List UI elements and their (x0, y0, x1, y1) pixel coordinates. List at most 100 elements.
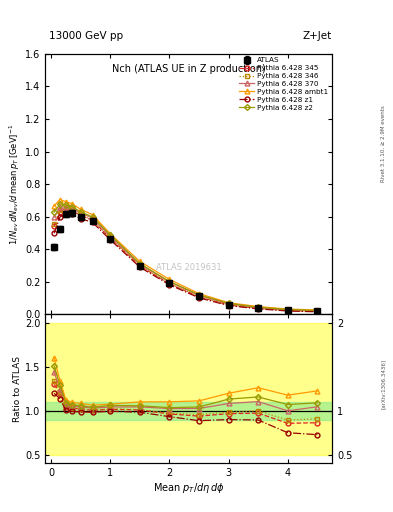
Pythia 6.428 z2 (285, 307, 290, 313)
Pythia 6.428 ambt1 (226, 300, 231, 306)
Pythia 6.428 z1 (226, 303, 231, 309)
Text: 13000 GeV pp: 13000 GeV pp (49, 31, 123, 41)
Pythia 6.428 370 (78, 210, 83, 216)
Pythia 6.428 370 (64, 204, 68, 210)
Y-axis label: Ratio to ATLAS: Ratio to ATLAS (13, 356, 22, 422)
Pythia 6.428 370 (196, 292, 201, 298)
Pythia 6.428 ambt1 (70, 201, 74, 207)
Pythia 6.428 ambt1 (108, 231, 113, 237)
Pythia 6.428 346 (58, 207, 62, 214)
Pythia 6.428 z2 (226, 300, 231, 306)
Pythia 6.428 z1 (64, 210, 68, 217)
Pythia 6.428 346 (90, 217, 95, 223)
Y-axis label: $1/N_{ev}\,dN_{ev}/d\,\mathrm{mean}\,p_T\,[\mathrm{GeV}]^{-1}$: $1/N_{ev}\,dN_{ev}/d\,\mathrm{mean}\,p_T… (8, 123, 22, 245)
Bar (45, 323, 332, 455)
Pythia 6.428 z2 (315, 307, 320, 313)
Pythia 6.428 346 (64, 206, 68, 212)
Pythia 6.428 345 (226, 302, 231, 308)
Pythia 6.428 346 (285, 307, 290, 313)
Pythia 6.428 z1 (138, 264, 142, 270)
Pythia 6.428 ambt1 (58, 197, 62, 203)
Pythia 6.428 z1 (78, 216, 83, 222)
Pythia 6.428 z1 (52, 230, 57, 237)
Pythia 6.428 346 (138, 263, 142, 269)
Pythia 6.428 z2 (90, 214, 95, 220)
Pythia 6.428 345 (167, 281, 172, 287)
Pythia 6.428 ambt1 (315, 307, 320, 313)
Line: Pythia 6.428 370: Pythia 6.428 370 (51, 204, 320, 313)
X-axis label: Mean $p_T/d\eta\,d\phi$: Mean $p_T/d\eta\,d\phi$ (153, 481, 224, 495)
Pythia 6.428 346 (52, 221, 57, 227)
Bar (45, 402, 332, 419)
Pythia 6.428 370 (138, 261, 142, 267)
Line: Pythia 6.428 345: Pythia 6.428 345 (51, 207, 320, 314)
Pythia 6.428 345 (78, 212, 83, 219)
Pythia 6.428 370 (285, 307, 290, 313)
Text: Nch (ATLAS UE in Z production): Nch (ATLAS UE in Z production) (112, 64, 266, 74)
Pythia 6.428 z1 (285, 308, 290, 314)
Pythia 6.428 346 (78, 212, 83, 218)
Text: ATLAS 2019631: ATLAS 2019631 (156, 263, 221, 272)
Pythia 6.428 z1 (315, 309, 320, 315)
Pythia 6.428 345 (70, 207, 74, 214)
Pythia 6.428 346 (167, 281, 172, 287)
Pythia 6.428 ambt1 (167, 276, 172, 283)
Pythia 6.428 345 (58, 209, 62, 215)
Pythia 6.428 346 (70, 207, 74, 213)
Pythia 6.428 370 (167, 279, 172, 285)
Pythia 6.428 z1 (167, 282, 172, 288)
Pythia 6.428 z2 (256, 304, 261, 310)
Pythia 6.428 z1 (196, 295, 201, 301)
Pythia 6.428 345 (285, 307, 290, 313)
Pythia 6.428 370 (90, 215, 95, 221)
Pythia 6.428 z1 (58, 214, 62, 220)
Pythia 6.428 z2 (78, 209, 83, 215)
Pythia 6.428 370 (52, 214, 57, 220)
Pythia 6.428 345 (315, 308, 320, 314)
Pythia 6.428 z2 (64, 202, 68, 208)
Pythia 6.428 ambt1 (64, 199, 68, 205)
Pythia 6.428 346 (315, 308, 320, 314)
Pythia 6.428 z2 (167, 279, 172, 285)
Pythia 6.428 345 (64, 206, 68, 212)
Pythia 6.428 370 (256, 305, 261, 311)
Line: Pythia 6.428 z1: Pythia 6.428 z1 (51, 211, 320, 314)
Pythia 6.428 345 (52, 223, 57, 229)
Pythia 6.428 370 (226, 301, 231, 307)
Pythia 6.428 345 (138, 263, 142, 269)
Pythia 6.428 370 (70, 205, 74, 211)
Pythia 6.428 346 (196, 293, 201, 300)
Pythia 6.428 ambt1 (138, 259, 142, 265)
Pythia 6.428 z2 (70, 203, 74, 209)
Text: [arXiv:1306.3436]: [arXiv:1306.3436] (381, 359, 386, 409)
Pythia 6.428 345 (90, 217, 95, 223)
Pythia 6.428 370 (58, 204, 62, 210)
Pythia 6.428 ambt1 (52, 203, 57, 209)
Line: Pythia 6.428 z2: Pythia 6.428 z2 (52, 202, 320, 313)
Text: Rivet 3.1.10, ≥ 2.9M events: Rivet 3.1.10, ≥ 2.9M events (381, 105, 386, 182)
Pythia 6.428 z2 (52, 209, 57, 215)
Pythia 6.428 370 (315, 308, 320, 314)
Pythia 6.428 z1 (256, 306, 261, 312)
Pythia 6.428 346 (226, 302, 231, 308)
Pythia 6.428 z1 (70, 211, 74, 217)
Pythia 6.428 ambt1 (256, 304, 261, 310)
Pythia 6.428 ambt1 (285, 306, 290, 312)
Pythia 6.428 z1 (108, 237, 113, 243)
Pythia 6.428 z2 (58, 201, 62, 207)
Pythia 6.428 ambt1 (78, 206, 83, 212)
Pythia 6.428 z1 (90, 219, 95, 225)
Line: Pythia 6.428 ambt1: Pythia 6.428 ambt1 (51, 197, 320, 312)
Pythia 6.428 346 (108, 235, 113, 241)
Pythia 6.428 370 (108, 233, 113, 239)
Text: Z+Jet: Z+Jet (303, 31, 332, 41)
Pythia 6.428 z2 (196, 292, 201, 298)
Pythia 6.428 z2 (138, 261, 142, 267)
Pythia 6.428 346 (256, 305, 261, 311)
Pythia 6.428 345 (256, 305, 261, 311)
Pythia 6.428 ambt1 (90, 211, 95, 218)
Pythia 6.428 ambt1 (196, 290, 201, 296)
Pythia 6.428 345 (196, 294, 201, 300)
Pythia 6.428 345 (108, 235, 113, 241)
Pythia 6.428 z2 (108, 232, 113, 238)
